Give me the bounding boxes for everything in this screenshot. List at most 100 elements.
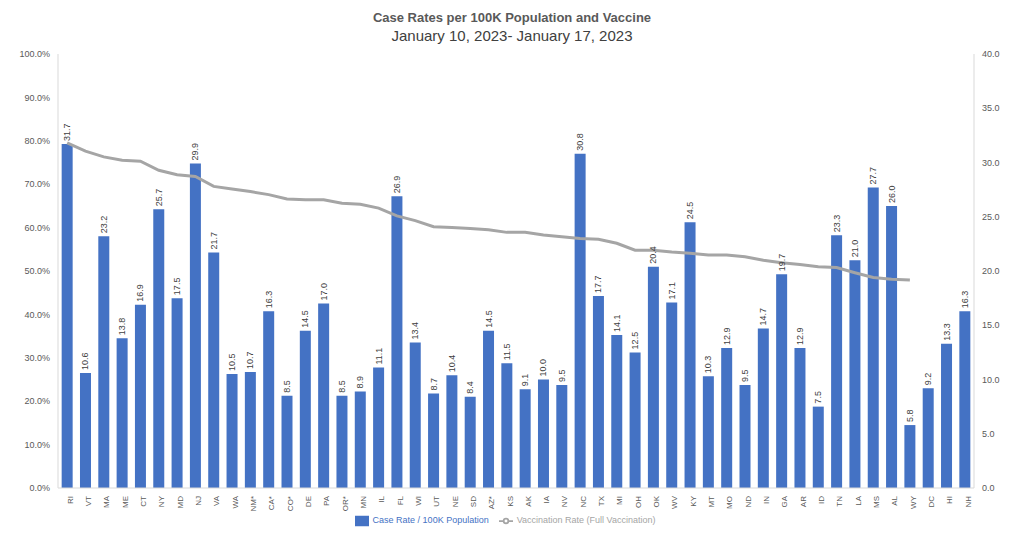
svg-text:23.2: 23.2 — [99, 216, 109, 234]
svg-text:70.0%: 70.0% — [24, 179, 50, 189]
svg-text:MO: MO — [725, 496, 734, 509]
svg-text:15.0: 15.0 — [982, 320, 1000, 330]
svg-text:MT: MT — [707, 496, 716, 508]
svg-text:OR*: OR* — [341, 496, 350, 511]
svg-text:WV: WV — [670, 495, 679, 509]
svg-text:10.7: 10.7 — [245, 351, 255, 369]
svg-text:30.0%: 30.0% — [24, 353, 50, 363]
svg-text:10.5: 10.5 — [227, 354, 237, 372]
svg-text:5.8: 5.8 — [905, 410, 915, 423]
svg-text:10.4: 10.4 — [447, 355, 457, 373]
svg-text:35.0: 35.0 — [982, 103, 1000, 113]
svg-text:40.0: 40.0 — [982, 49, 1000, 59]
svg-text:AR: AR — [799, 496, 808, 507]
svg-text:14.7: 14.7 — [758, 308, 768, 326]
svg-text:FL: FL — [396, 495, 405, 505]
svg-text:ND: ND — [744, 496, 753, 508]
svg-text:NC: NC — [579, 496, 588, 508]
svg-text:PA: PA — [322, 495, 331, 506]
svg-text:11.1: 11.1 — [374, 348, 384, 365]
svg-text:31.7: 31.7 — [62, 124, 72, 142]
svg-text:ME: ME — [121, 496, 130, 508]
svg-text:11.5: 11.5 — [502, 343, 512, 360]
svg-text:14.1: 14.1 — [612, 314, 622, 332]
svg-text:50.0%: 50.0% — [24, 266, 50, 276]
svg-text:26.0: 26.0 — [887, 185, 897, 203]
svg-text:VA: VA — [212, 495, 221, 506]
svg-text:AZ*: AZ* — [487, 496, 496, 509]
svg-text:27.7: 27.7 — [868, 167, 878, 185]
svg-text:9.5: 9.5 — [557, 369, 567, 382]
svg-text:25.0: 25.0 — [982, 212, 1000, 222]
svg-text:17.1: 17.1 — [667, 282, 677, 300]
svg-text:RI: RI — [66, 496, 75, 504]
svg-text:20.0%: 20.0% — [24, 396, 50, 406]
svg-text:100.0%: 100.0% — [19, 49, 50, 59]
svg-text:8.5: 8.5 — [337, 380, 347, 393]
svg-text:CO*: CO* — [286, 496, 295, 511]
svg-text:16.3: 16.3 — [264, 291, 274, 309]
svg-text:12.5: 12.5 — [630, 332, 640, 350]
svg-text:10.0: 10.0 — [538, 359, 548, 377]
svg-text:30.0: 30.0 — [982, 158, 1000, 168]
svg-text:NH: NH — [964, 496, 973, 508]
svg-text:AK: AK — [524, 495, 533, 506]
svg-text:TN: TN — [835, 496, 844, 507]
svg-text:AL: AL — [890, 495, 899, 505]
svg-text:TX: TX — [597, 495, 606, 506]
svg-text:WI: WI — [414, 496, 423, 506]
svg-text:GA: GA — [780, 495, 789, 507]
svg-text:29.9: 29.9 — [190, 143, 200, 161]
svg-text:17.0: 17.0 — [319, 283, 329, 301]
svg-text:20.4: 20.4 — [648, 246, 658, 264]
svg-text:8.7: 8.7 — [429, 378, 439, 391]
svg-text:NM*: NM* — [249, 496, 258, 512]
svg-text:KY: KY — [689, 495, 698, 506]
svg-text:IL: IL — [377, 495, 386, 502]
svg-text:10.6: 10.6 — [80, 352, 90, 370]
svg-text:9.1: 9.1 — [520, 374, 530, 387]
svg-text:19.7: 19.7 — [777, 254, 787, 272]
svg-text:21.0: 21.0 — [850, 240, 860, 258]
svg-text:5.0: 5.0 — [982, 429, 995, 439]
svg-text:14.5: 14.5 — [300, 310, 310, 328]
svg-text:8.4: 8.4 — [465, 381, 475, 394]
svg-text:SD: SD — [469, 496, 478, 507]
svg-text:UT: UT — [432, 496, 441, 507]
svg-text:DC: DC — [927, 496, 936, 508]
svg-text:MN: MN — [359, 496, 368, 509]
svg-text:7.5: 7.5 — [813, 391, 823, 404]
svg-text:MS: MS — [872, 496, 881, 508]
svg-text:21.7: 21.7 — [209, 232, 219, 250]
svg-text:MA: MA — [102, 495, 111, 508]
svg-text:CT: CT — [139, 496, 148, 507]
svg-text:IA: IA — [542, 495, 551, 503]
svg-text:LA: LA — [854, 495, 863, 505]
svg-text:14.5: 14.5 — [484, 310, 494, 328]
svg-text:13.3: 13.3 — [942, 323, 952, 341]
svg-text:9.2: 9.2 — [923, 373, 933, 386]
svg-text:13.4: 13.4 — [410, 322, 420, 340]
svg-text:DE: DE — [304, 496, 313, 507]
svg-text:OH: OH — [634, 496, 643, 508]
svg-text:80.0%: 80.0% — [24, 136, 50, 146]
svg-text:8.5: 8.5 — [282, 380, 292, 393]
svg-text:10.3: 10.3 — [703, 356, 713, 374]
svg-text:OK: OK — [652, 495, 661, 507]
svg-text:16.3: 16.3 — [960, 291, 970, 309]
svg-text:30.8: 30.8 — [575, 133, 585, 151]
svg-text:17.7: 17.7 — [593, 275, 603, 293]
svg-text:NJ: NJ — [194, 496, 203, 506]
svg-text:MD: MD — [176, 496, 185, 509]
svg-text:0.0: 0.0 — [982, 483, 995, 493]
svg-text:NV: NV — [560, 495, 569, 507]
svg-text:9.5: 9.5 — [740, 369, 750, 382]
svg-text:CA*: CA* — [267, 496, 276, 510]
svg-text:20.0: 20.0 — [982, 266, 1000, 276]
svg-text:0.0%: 0.0% — [29, 483, 50, 493]
svg-text:MI: MI — [615, 496, 624, 505]
svg-text:25.7: 25.7 — [154, 189, 164, 207]
svg-text:10.0: 10.0 — [982, 375, 1000, 385]
svg-text:8.9: 8.9 — [355, 376, 365, 389]
svg-text:NY: NY — [157, 495, 166, 507]
